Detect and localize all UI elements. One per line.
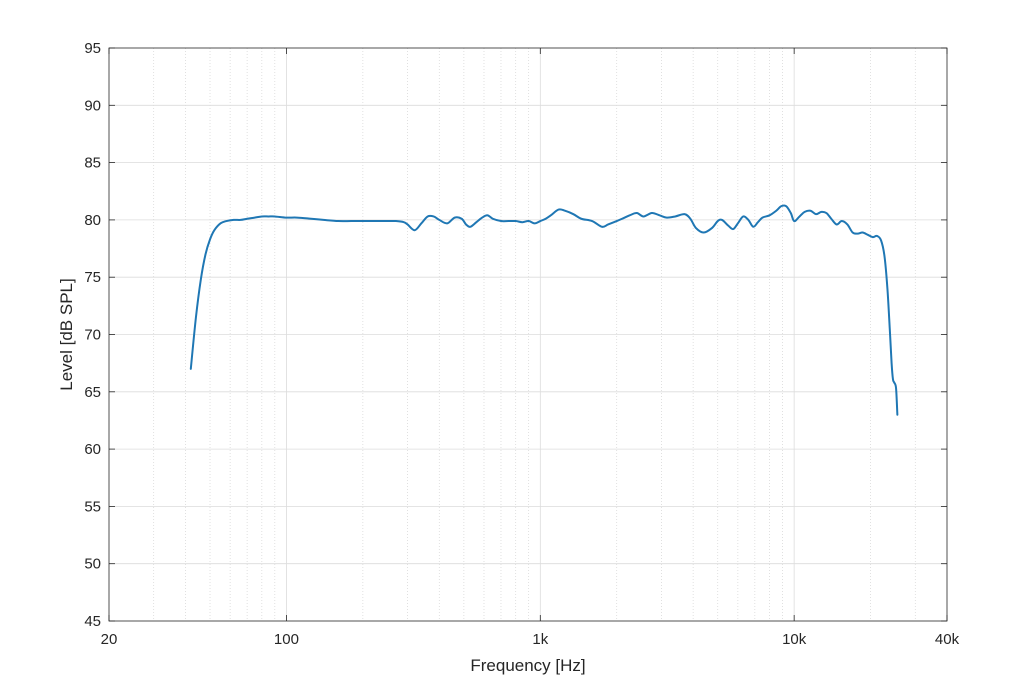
series-line	[189, 204, 899, 416]
y-tick-label: 85	[84, 155, 101, 172]
y-tick-label: 65	[84, 384, 101, 401]
series-layer	[189, 204, 899, 416]
tick-marks	[108, 47, 948, 622]
x-tick-label: 10k	[782, 631, 807, 648]
x-tick-labels: 20 100 1k 10k 40k	[101, 631, 960, 648]
x-tick-label: 1k	[532, 631, 548, 648]
y-tick-label: 55	[84, 498, 101, 515]
major-grid	[109, 48, 947, 621]
y-tick-label: 80	[84, 212, 101, 229]
y-tick-label: 95	[84, 40, 101, 57]
y-tick-label: 90	[84, 97, 101, 114]
y-tick-label: 70	[84, 327, 101, 344]
y-tick-label: 60	[84, 441, 101, 458]
x-tick-label: 100	[274, 631, 299, 648]
y-tick-label: 50	[84, 556, 101, 573]
x-tick-label: 40k	[935, 631, 960, 648]
y-tick-label: 45	[84, 613, 101, 630]
y-axis-title: Level [dB SPL]	[57, 278, 76, 390]
x-axis-title: Frequency [Hz]	[470, 656, 585, 675]
y-tick-labels: 45 50 55 60 65 70 75 80 85 90 95	[84, 40, 101, 630]
minor-grid	[153, 48, 916, 621]
x-tick-label: 20	[101, 631, 118, 648]
y-tick-label: 75	[84, 269, 101, 286]
